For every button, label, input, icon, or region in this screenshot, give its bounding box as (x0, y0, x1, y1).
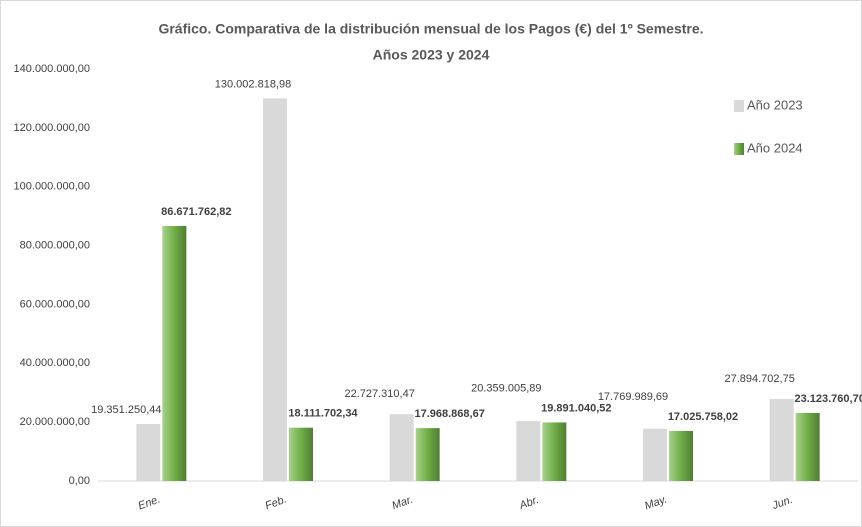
data-label: 20.359.005,89 (471, 382, 541, 394)
bar (136, 424, 161, 481)
bar (415, 428, 440, 481)
data-label: 17.968.868,67 (414, 408, 484, 420)
bar (643, 428, 667, 481)
y-tick-label: 140.000.000,00 (14, 63, 90, 75)
chart-title: Años 2023 y 2024 (373, 47, 490, 63)
data-label: 18.111.702,34 (288, 408, 358, 420)
bar (795, 412, 820, 481)
y-tick-label: 120.000.000,00 (14, 122, 90, 134)
data-label: 22.727.310,47 (344, 388, 414, 400)
bar (516, 421, 541, 481)
data-label: 19.351.250,44 (91, 404, 161, 416)
data-label: 23.123.760,70 (794, 393, 862, 405)
bar (542, 422, 567, 481)
legend-swatch (734, 143, 744, 155)
bar (289, 427, 313, 481)
data-label: 17.769.989,69 (598, 391, 668, 403)
bar (389, 414, 414, 481)
legend-label: Año 2024 (747, 140, 803, 155)
data-label: 86.671.762,82 (161, 206, 231, 218)
bar (162, 225, 187, 481)
y-tick-label: 100.000.000,00 (14, 181, 90, 193)
data-label: 27.894.702,75 (724, 373, 794, 385)
bar (263, 98, 287, 481)
data-label: 17.025.758,02 (668, 411, 738, 423)
data-label: 130.002.818,98 (215, 78, 291, 90)
data-label: 19.891.040,52 (541, 402, 611, 414)
legend-label: Año 2023 (747, 97, 803, 112)
y-tick-label: 0,00 (69, 475, 90, 487)
y-tick-label: 20.000.000,00 (20, 416, 90, 428)
chart-title: Gráfico. Comparativa de la distribución … (158, 21, 703, 37)
y-tick-label: 40.000.000,00 (20, 357, 90, 369)
y-tick-label: 80.000.000,00 (20, 239, 90, 251)
bar (769, 398, 794, 481)
legend-swatch (734, 100, 744, 112)
bar (669, 430, 693, 481)
y-tick-label: 60.000.000,00 (20, 298, 90, 310)
